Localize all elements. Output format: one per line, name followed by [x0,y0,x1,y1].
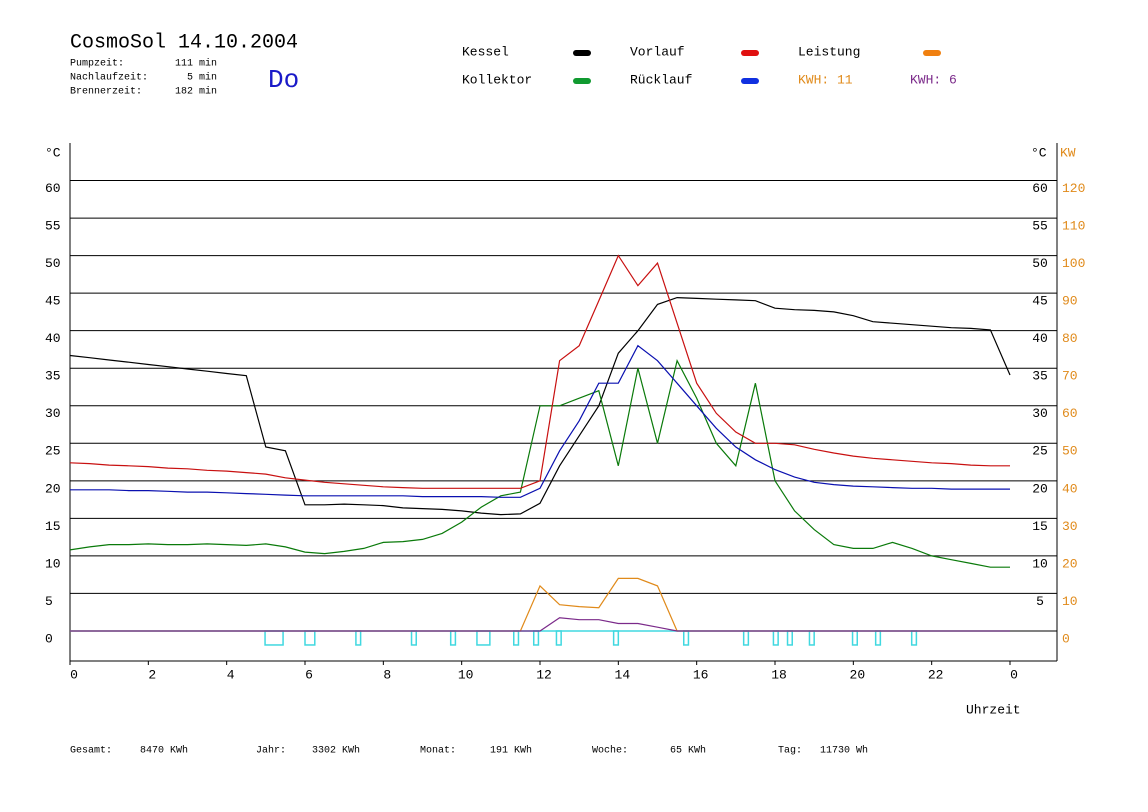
x-tick-label: 8 [383,667,391,682]
info-label: Pumpzeit: [70,58,124,70]
pump-pulse [612,630,620,646]
y-right-tick-label: 20 [1032,481,1048,496]
x-tick-label: 4 [227,667,235,682]
y2-tick-label: 110 [1062,219,1085,234]
kwh-label: KWH: 6 [910,72,957,87]
series-line [70,617,1010,632]
y-tick-label: 60 [45,181,61,196]
kwh-label: KWH: 11 [798,72,853,87]
series-line [69,296,1011,516]
x-tick-label: 12 [536,667,552,682]
y-right-tick-label: 15 [1032,519,1048,534]
pump-pulse [555,630,562,646]
y2-tick-label: 60 [1062,406,1078,421]
y-right-axis-label: °C [1031,145,1047,160]
x-tick-label: 2 [148,667,156,682]
y2-tick-label: 70 [1062,369,1078,384]
series-line [69,254,1010,489]
info-value: 182 min [175,86,217,98]
info-value: 111 min [175,58,217,70]
total-value: 191 KWh [490,745,532,757]
y2-tick-label: 20 [1062,556,1078,571]
y2-tick-label: 0 [1062,631,1070,646]
total-label: Tag: [778,746,802,757]
y-tick-label: 35 [45,369,61,384]
info-label: Nachlaufzeit: [70,72,148,84]
total-label: Jahr: [256,745,286,757]
y2-tick-label: 40 [1062,481,1078,496]
y2-tick-label: 80 [1062,331,1078,346]
x-tick-label: 22 [928,667,944,682]
series-line [69,358,1010,568]
y-tick-label: 10 [45,556,61,571]
y2-axis-label: KW [1060,145,1076,160]
y2-tick-label: 10 [1062,594,1078,609]
total-label: Gesamt: [70,746,112,757]
y-tick-label: 45 [45,294,61,309]
y-axis-label: °C [45,145,61,160]
y-right-tick-label: 35 [1032,369,1048,384]
y-right-tick-label: 25 [1032,444,1048,459]
x-tick-label: 16 [693,667,709,682]
y-tick-label: 5 [45,594,53,609]
x-tick-label: 10 [458,667,474,682]
total-label: Monat: [420,746,456,757]
total-value: 11730 Wh [820,745,868,757]
legend-label: Rücklauf [630,72,692,87]
x-tick-label: 20 [850,667,866,682]
y-right-tick-label: 50 [1032,256,1048,271]
y-tick-label: 30 [45,406,61,421]
y-tick-label: 55 [45,219,61,234]
y-right-tick-label: 5 [1036,594,1044,609]
y2-tick-label: 30 [1062,519,1078,534]
y-tick-label: 0 [45,631,53,646]
x-tick-label: 18 [771,667,787,682]
total-value: 8470 KWh [140,745,188,757]
x-tick-label: 6 [305,667,313,682]
y-right-tick-label: 60 [1032,181,1048,196]
y-right-tick-label: 55 [1032,219,1048,234]
legend-label: Vorlauf [630,44,685,59]
y-right-tick-label: 30 [1032,406,1048,421]
x-tick-label: 0 [70,667,78,682]
x-tick-label: 0 [1010,667,1018,682]
legend-label: Leistung [798,44,860,59]
total-value: 3302 KWh [312,745,360,757]
y-tick-label: 25 [45,444,61,459]
y-tick-label: 20 [45,481,61,496]
chart-title: CosmoSol 14.10.2004 [70,31,298,54]
y2-tick-label: 50 [1062,444,1078,459]
y2-tick-label: 120 [1062,181,1085,196]
legend-label: Kessel [462,44,509,59]
y2-tick-label: 100 [1062,256,1085,271]
y2-tick-label: 90 [1062,294,1078,309]
total-label: Woche: [592,745,628,757]
total-value: 65 KWh [670,745,706,757]
info-value: 5 min [187,72,217,84]
y-tick-label: 15 [45,519,61,534]
info-label: Brennerzeit: [70,86,142,98]
x-tick-label: 14 [615,667,631,682]
day-label: Do [268,65,299,95]
y-right-tick-label: 45 [1032,294,1048,309]
y-right-tick-label: 40 [1032,331,1048,346]
series-line [70,344,1010,498]
legend-label: Kollektor [462,72,532,87]
x-axis-label: Uhrzeit [966,702,1021,717]
y-right-tick-label: 10 [1032,556,1048,571]
y-tick-label: 50 [45,256,61,271]
y-tick-label: 40 [45,331,61,346]
